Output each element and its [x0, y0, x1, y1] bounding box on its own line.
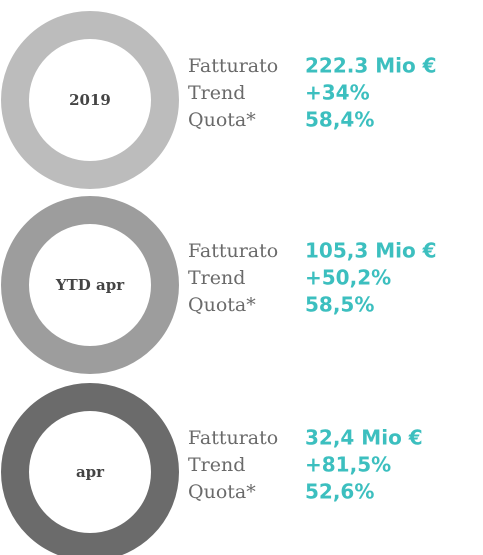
stat-label: Trend	[188, 454, 245, 476]
stat-label: Fatturato	[188, 55, 278, 77]
ring	[1, 196, 179, 374]
ring	[1, 11, 179, 189]
period-label: apr	[76, 463, 105, 481]
stat-label: Fatturato	[188, 427, 278, 449]
stat-label: Trend	[188, 82, 245, 104]
stat-label: Quota*	[188, 481, 256, 503]
stat-value: +50,2%	[305, 266, 391, 290]
stat-value: 105,3 Mio €	[305, 239, 437, 263]
stat-label: Quota*	[188, 109, 256, 131]
stat-value: 32,4 Mio €	[305, 426, 423, 450]
stat-value: 222.3 Mio €	[305, 54, 437, 78]
stat-value: +81,5%	[305, 453, 391, 477]
stat-label: Trend	[188, 267, 245, 289]
stat-value: 58,5%	[305, 293, 374, 317]
period-label: YTD apr	[55, 276, 125, 294]
stat-label: Quota*	[188, 294, 256, 316]
stat-value: 58,4%	[305, 108, 374, 132]
stat-value: 52,6%	[305, 480, 374, 504]
stat-value: +34%	[305, 81, 370, 105]
stat-label: Fatturato	[188, 240, 278, 262]
period-label: 2019	[69, 91, 111, 109]
ring	[1, 383, 179, 555]
